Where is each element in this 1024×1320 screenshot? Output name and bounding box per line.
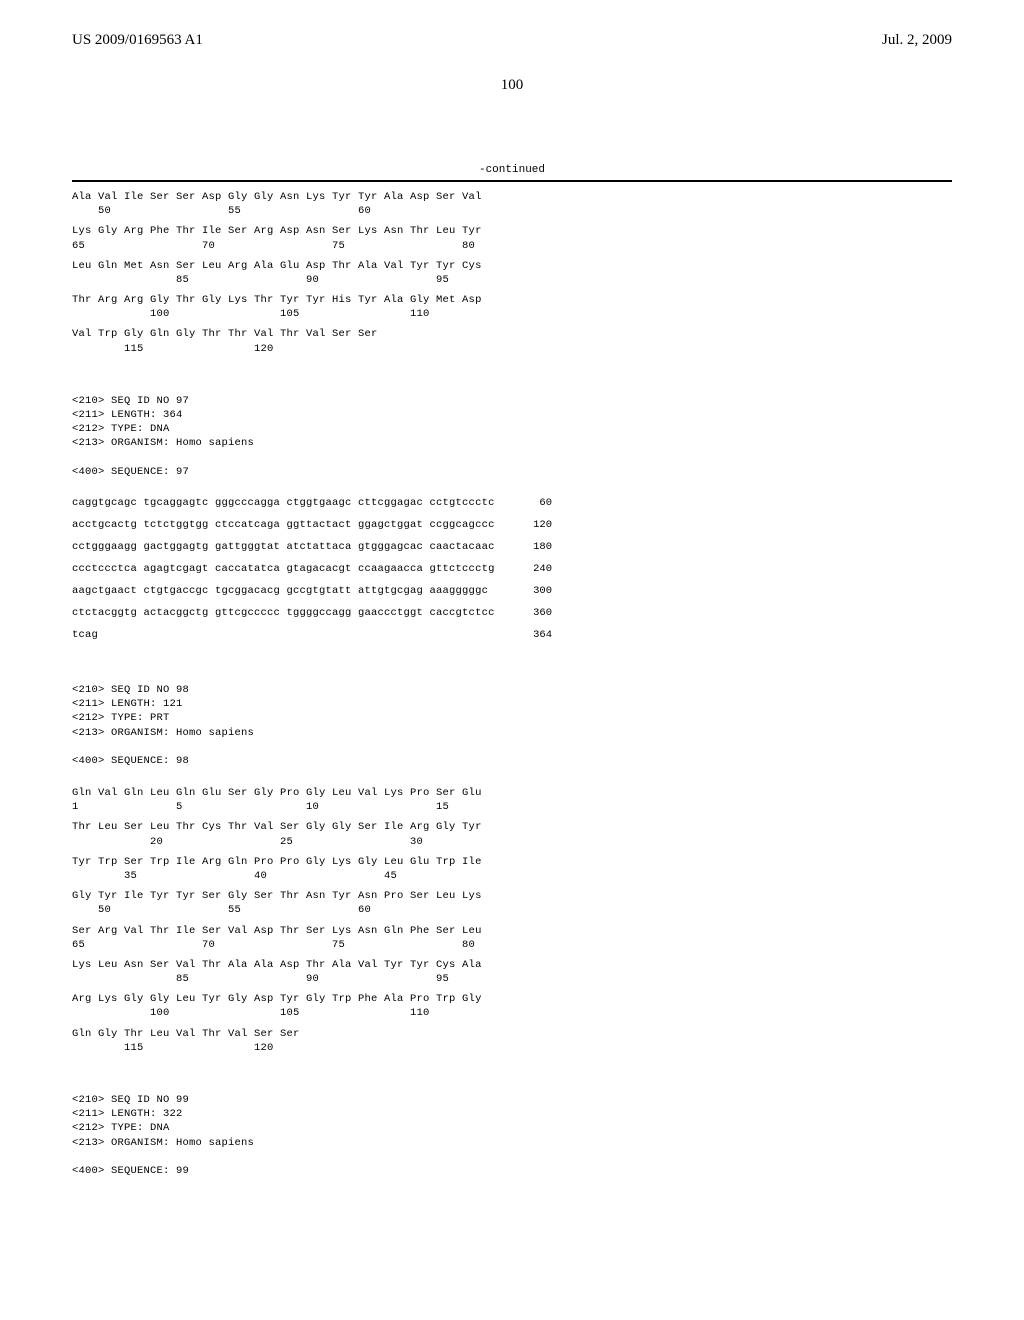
dna-sequence: caggtgcagc tgcaggagtc gggcccagga ctggtga…: [72, 497, 495, 509]
continued-label: -continued: [72, 164, 952, 176]
aa-nums: 35 40 45: [72, 869, 952, 883]
length-line: <211> LENGTH: 121: [72, 698, 183, 710]
content-area: -continued Ala Val Ile Ser Ser Asp Gly G…: [0, 164, 1024, 1178]
organism-line: <213> ORGANISM: Homo sapiens: [72, 437, 254, 449]
protein-seq-98: Gln Val Gln Leu Gln Glu Ser Gly Pro Gly …: [72, 786, 952, 1061]
aa-row: Val Trp Gly Gln Gly Thr Thr Val Thr Val …: [72, 327, 952, 341]
dna-position: 240: [512, 563, 552, 575]
dna-row: aagctgaact ctgtgaccgc tgcggacacg gccgtgt…: [72, 585, 552, 597]
aa-row: Ala Val Ile Ser Ser Asp Gly Gly Asn Lys …: [72, 190, 952, 204]
divider-line: [72, 180, 952, 182]
dna-seq-97: caggtgcagc tgcaggagtc gggcccagga ctggtga…: [72, 497, 952, 651]
dna-sequence: aagctgaact ctgtgaccgc tgcggacacg gccgtgt…: [72, 585, 488, 597]
type-line: <212> TYPE: DNA: [72, 423, 170, 435]
dna-row: caggtgcagc tgcaggagtc gggcccagga ctggtga…: [72, 497, 552, 509]
dna-row: cctgggaagg gactggagtg gattgggtat atctatt…: [72, 541, 552, 553]
dna-position: 300: [512, 585, 552, 597]
aa-row: Thr Arg Arg Gly Thr Gly Lys Thr Tyr Tyr …: [72, 293, 952, 307]
dna-row: ctctacggtg actacggctg gttcgccccc tggggcc…: [72, 607, 552, 619]
protein-seq-96: Ala Val Ile Ser Ser Asp Gly Gly Asn Lys …: [72, 190, 952, 362]
length-line: <211> LENGTH: 322: [72, 1108, 183, 1120]
aa-nums: 20 25 30: [72, 835, 952, 849]
dna-row: tcag 364: [72, 629, 552, 641]
dna-sequence: ctctacggtg actacggctg gttcgccccc tggggcc…: [72, 607, 495, 619]
dna-position: 364: [512, 629, 552, 641]
length-line: <211> LENGTH: 364: [72, 409, 183, 421]
aa-row: Gly Tyr Ile Tyr Tyr Ser Gly Ser Thr Asn …: [72, 889, 952, 903]
aa-row: Arg Lys Gly Gly Leu Tyr Gly Asp Tyr Gly …: [72, 992, 952, 1006]
aa-row: Lys Leu Asn Ser Val Thr Ala Ala Asp Thr …: [72, 958, 952, 972]
aa-nums: 85 90 95: [72, 972, 952, 986]
dna-sequence: tcag: [72, 629, 98, 641]
aa-nums: 115 120: [72, 1041, 952, 1055]
aa-nums: 100 105 110: [72, 307, 952, 321]
aa-row: Lys Gly Arg Phe Thr Ile Ser Arg Asp Asn …: [72, 224, 952, 238]
dna-sequence: ccctccctca agagtcgagt caccatatca gtagaca…: [72, 563, 495, 575]
publication-date: Jul. 2, 2009: [882, 32, 952, 49]
aa-nums: 65 70 75 80: [72, 938, 952, 952]
seq97-header: <210> SEQ ID NO 97 <211> LENGTH: 364 <21…: [72, 380, 952, 479]
seq-id-line: <210> SEQ ID NO 97: [72, 395, 189, 407]
aa-nums: 50 55 60: [72, 204, 952, 218]
seq-id-line: <210> SEQ ID NO 99: [72, 1094, 189, 1106]
aa-nums: 100 105 110: [72, 1006, 952, 1020]
sequence-line: <400> SEQUENCE: 99: [72, 1165, 189, 1177]
dna-position: 60: [512, 497, 552, 509]
page-header: US 2009/0169563 A1 Jul. 2, 2009: [0, 0, 1024, 49]
aa-nums: 1 5 10 15: [72, 800, 952, 814]
dna-sequence: acctgcactg tctctggtgg ctccatcaga ggttact…: [72, 519, 495, 531]
dna-row: acctgcactg tctctggtgg ctccatcaga ggttact…: [72, 519, 552, 531]
sequence-line: <400> SEQUENCE: 97: [72, 466, 189, 478]
aa-row: Gln Val Gln Leu Gln Glu Ser Gly Pro Gly …: [72, 786, 952, 800]
type-line: <212> TYPE: PRT: [72, 712, 170, 724]
aa-nums: 65 70 75 80: [72, 239, 952, 253]
type-line: <212> TYPE: DNA: [72, 1122, 170, 1134]
dna-row: ccctccctca agagtcgagt caccatatca gtagaca…: [72, 563, 552, 575]
seq99-header: <210> SEQ ID NO 99 <211> LENGTH: 322 <21…: [72, 1079, 952, 1178]
aa-row: Leu Gln Met Asn Ser Leu Arg Ala Glu Asp …: [72, 259, 952, 273]
dna-position: 180: [512, 541, 552, 553]
page-number: 100: [0, 77, 1024, 94]
aa-nums: 85 90 95: [72, 273, 952, 287]
dna-position: 120: [512, 519, 552, 531]
aa-row: Tyr Trp Ser Trp Ile Arg Gln Pro Pro Gly …: [72, 855, 952, 869]
seq98-header: <210> SEQ ID NO 98 <211> LENGTH: 121 <21…: [72, 669, 952, 768]
aa-nums: 50 55 60: [72, 903, 952, 917]
aa-row: Ser Arg Val Thr Ile Ser Val Asp Thr Ser …: [72, 924, 952, 938]
seq-id-line: <210> SEQ ID NO 98: [72, 684, 189, 696]
organism-line: <213> ORGANISM: Homo sapiens: [72, 727, 254, 739]
aa-nums: 115 120: [72, 342, 952, 356]
aa-row: Thr Leu Ser Leu Thr Cys Thr Val Ser Gly …: [72, 820, 952, 834]
organism-line: <213> ORGANISM: Homo sapiens: [72, 1137, 254, 1149]
aa-row: Gln Gly Thr Leu Val Thr Val Ser Ser: [72, 1027, 952, 1041]
publication-number: US 2009/0169563 A1: [72, 32, 203, 49]
sequence-line: <400> SEQUENCE: 98: [72, 755, 189, 767]
dna-position: 360: [512, 607, 552, 619]
dna-sequence: cctgggaagg gactggagtg gattgggtat atctatt…: [72, 541, 495, 553]
